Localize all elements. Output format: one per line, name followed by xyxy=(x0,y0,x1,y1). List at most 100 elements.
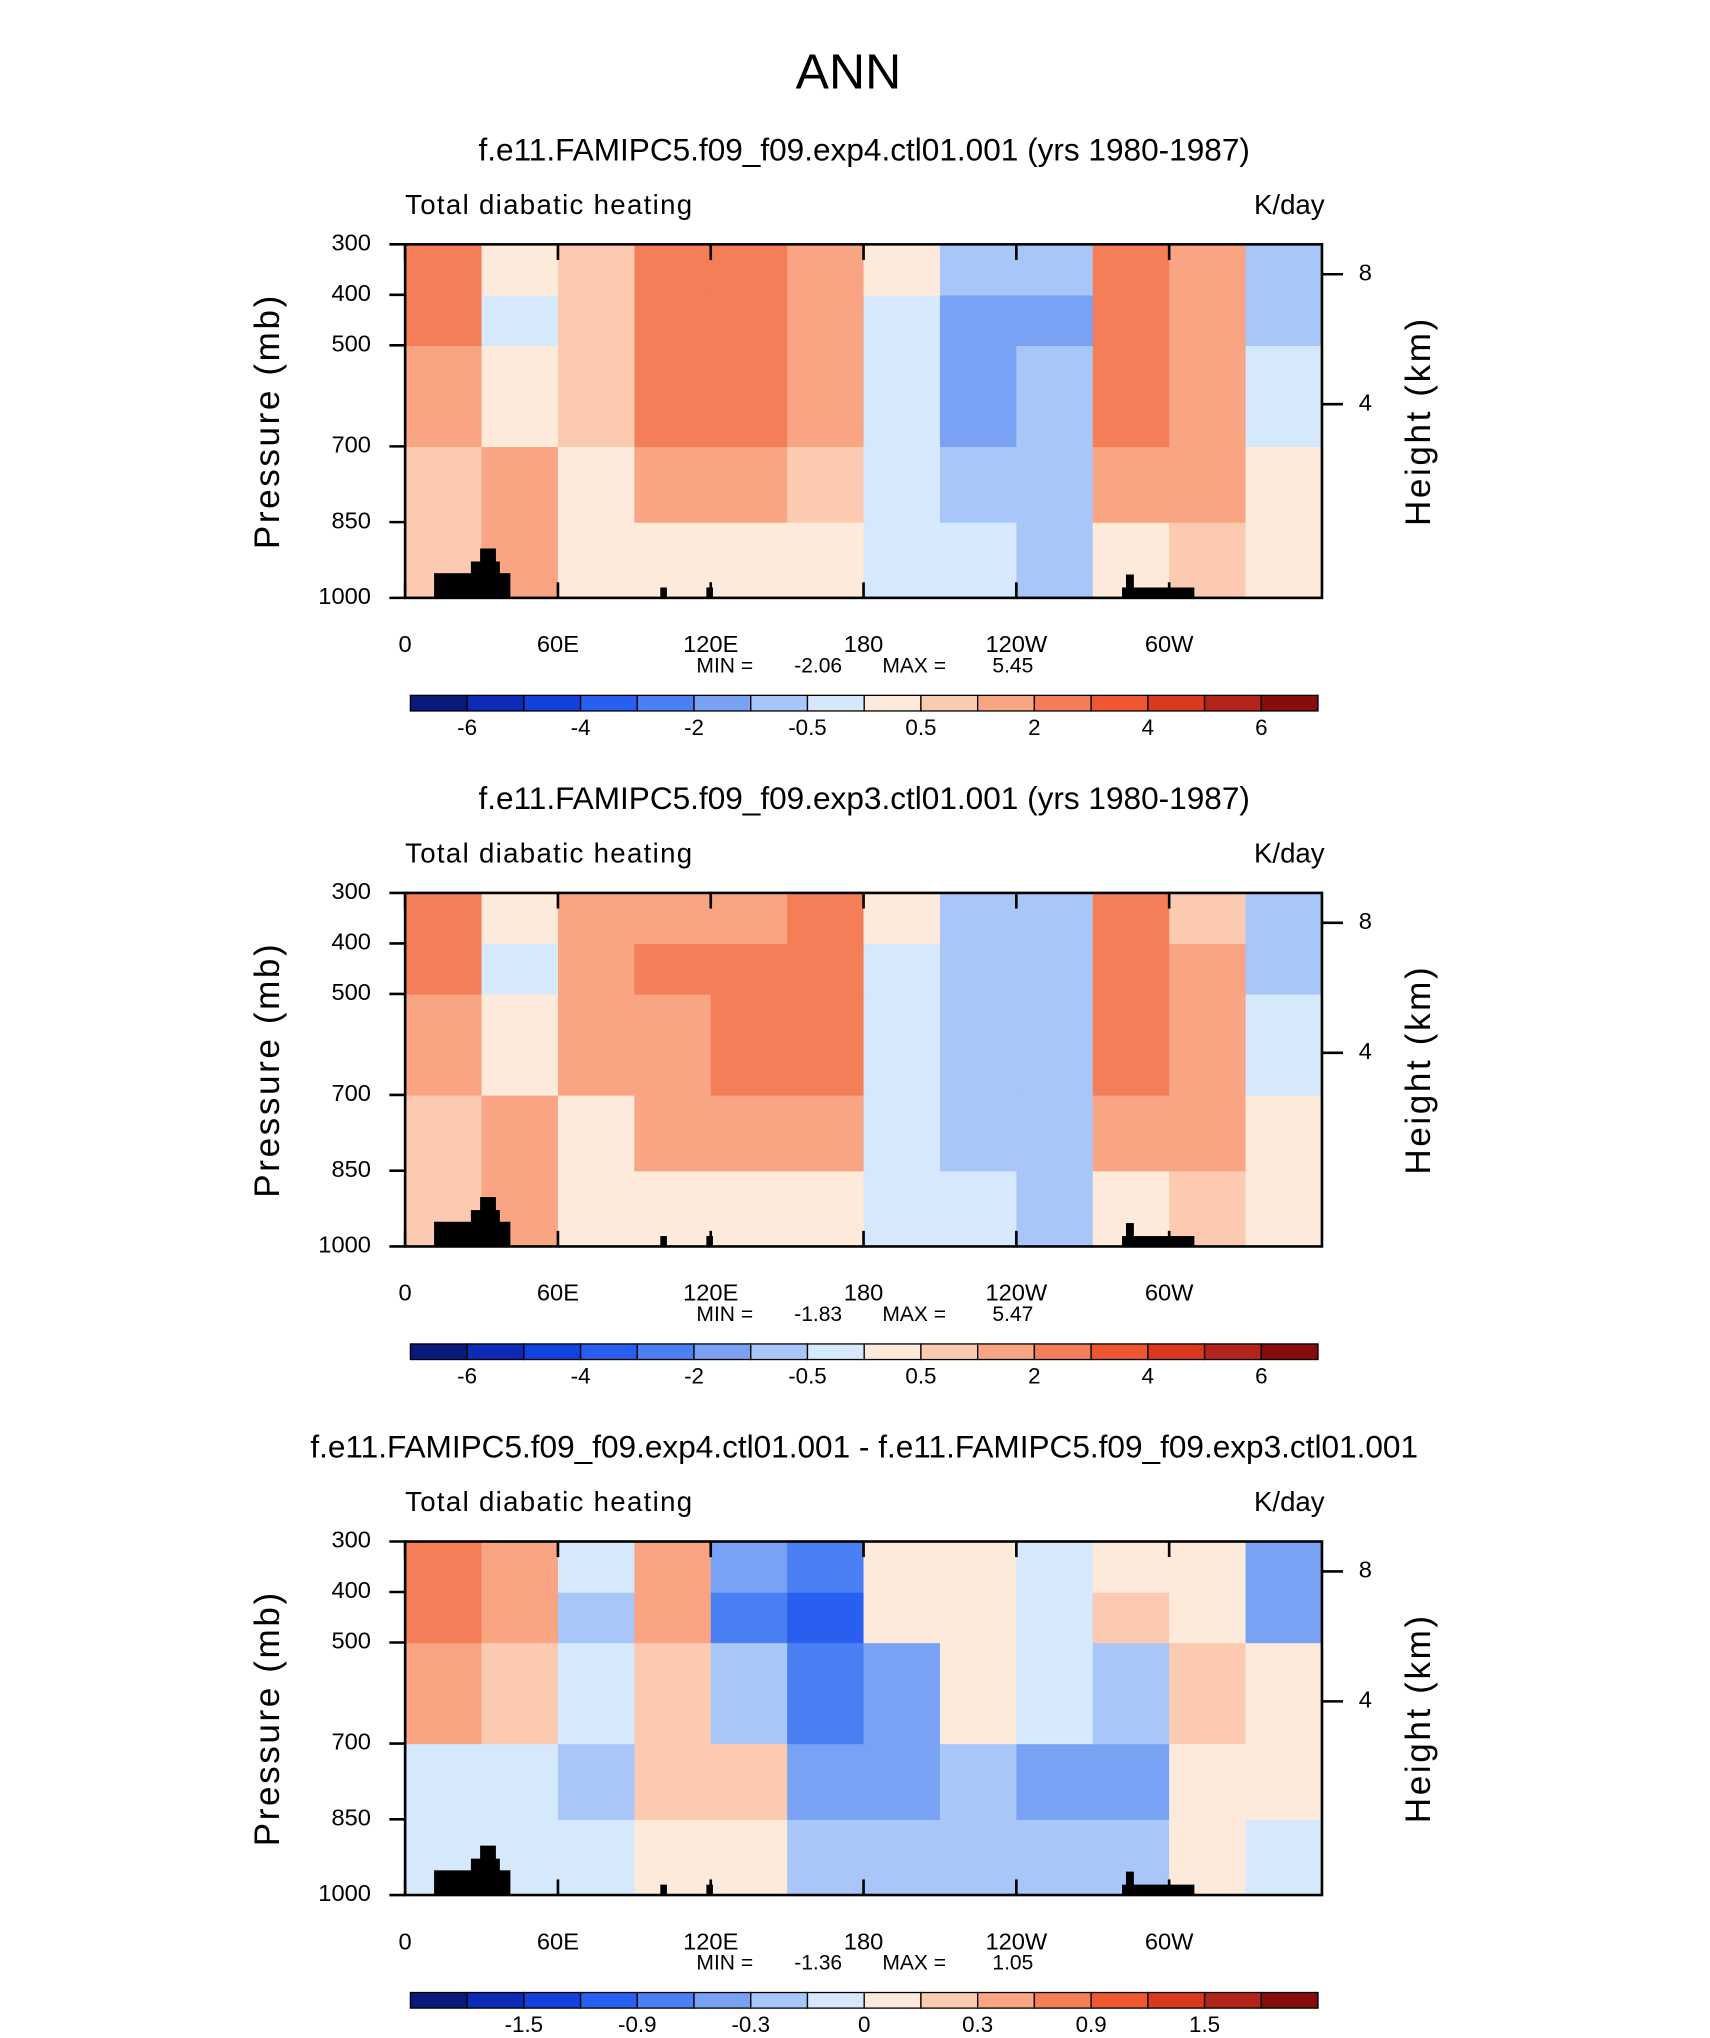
contour-cell xyxy=(1016,345,1094,448)
colorbar-box xyxy=(693,1991,752,2009)
contour-cell xyxy=(1016,993,1094,1096)
colorbar-label: 4 xyxy=(1142,1364,1154,1389)
y2-tick-label: 8 xyxy=(1359,908,1372,934)
contour-cell xyxy=(481,1642,559,1745)
contour-cell xyxy=(787,244,865,296)
colorbar-label: -1.5 xyxy=(505,2012,544,2037)
contour-cell xyxy=(710,1592,788,1644)
colorbar-box xyxy=(1033,694,1092,712)
colorbar-box xyxy=(466,1991,525,2009)
contour-cell xyxy=(863,1541,941,1593)
contour-cell xyxy=(634,345,712,448)
colorbar-box xyxy=(693,1343,752,1361)
y-tick-label: 1000 xyxy=(318,1880,371,1906)
y-axis-label: Pressure (mb) xyxy=(248,942,287,1198)
contour-cell xyxy=(939,993,1018,1096)
contour-cell xyxy=(710,244,788,296)
x-tick-label: 60W xyxy=(1145,631,1194,657)
contour-cell xyxy=(557,1743,636,1820)
contour-cell xyxy=(787,446,865,523)
y-axis-label: Pressure (mb) xyxy=(248,1590,287,1846)
contour-cell xyxy=(557,1170,636,1248)
contour-cell xyxy=(634,1819,712,1896)
colorbar-label: 6 xyxy=(1255,1364,1267,1389)
x-tick-label: 0 xyxy=(399,1928,412,1954)
y-tick-label: 850 xyxy=(331,507,370,533)
y-tick-label: 850 xyxy=(331,1805,370,1831)
colorbar-box xyxy=(977,1343,1036,1361)
y-tick-label: 850 xyxy=(331,1156,370,1182)
y-axis-label: Pressure (mb) xyxy=(248,293,287,549)
contour-cell xyxy=(863,1642,941,1745)
contour-cell xyxy=(1016,244,1094,296)
contour-cell xyxy=(1016,446,1094,523)
contour-cell xyxy=(863,1592,941,1644)
x-tick-label: 120W xyxy=(985,1928,1048,1954)
contour-cell xyxy=(634,522,712,599)
contour-cell xyxy=(1245,345,1323,448)
y2-tick-label: 4 xyxy=(1359,1038,1372,1064)
colorbar-box xyxy=(636,694,695,712)
contour-cell xyxy=(1245,1819,1323,1896)
max-label: MAX = xyxy=(882,1303,946,1326)
x-tick-label: 120E xyxy=(683,631,738,657)
colorbar-label: -0.9 xyxy=(618,2012,657,2037)
min-label: MIN = xyxy=(696,654,753,677)
figure-title: ANN xyxy=(796,44,902,100)
colorbar-box xyxy=(1090,1991,1149,2009)
contour-cell xyxy=(939,1541,1018,1593)
colorbar-label: 1.5 xyxy=(1189,2012,1220,2037)
colorbar-label: 2 xyxy=(1028,1364,1040,1389)
right-label: K/day xyxy=(1254,189,1325,220)
contour-cell xyxy=(481,446,559,523)
colorbar-label: -6 xyxy=(457,1364,477,1389)
contour-cell xyxy=(481,943,559,995)
x-tick-label: 0 xyxy=(399,631,412,657)
subtitle: f.e11.FAMIPC5.f09_f09.exp4.ctl01.001 - f… xyxy=(310,1430,1418,1465)
colorbar-box xyxy=(636,1343,695,1361)
contour-cell xyxy=(481,1094,559,1172)
contour-cell xyxy=(557,294,636,347)
contour-cell xyxy=(557,1642,636,1745)
y-tick-label: 300 xyxy=(331,1527,370,1553)
contour-cell xyxy=(710,1541,788,1593)
y-tick-label: 1000 xyxy=(318,583,371,609)
contour-cell xyxy=(863,522,941,599)
contour-cell xyxy=(863,1170,941,1248)
contour-cell xyxy=(1169,1819,1247,1896)
colorbar-label: 2 xyxy=(1028,715,1040,740)
left-label: Total diabatic heating xyxy=(405,1486,693,1517)
colorbar-label: -0.5 xyxy=(788,1364,827,1389)
contour-cell xyxy=(405,1642,483,1745)
colorbar-box xyxy=(1260,1343,1319,1361)
colorbar-box xyxy=(806,694,865,712)
colorbar-box xyxy=(863,1343,922,1361)
y-tick-label: 400 xyxy=(331,929,370,955)
contour-cell xyxy=(557,244,636,296)
x-tick-label: 0 xyxy=(399,1280,412,1306)
colorbar-box xyxy=(1147,694,1206,712)
contour-cell xyxy=(1092,244,1170,296)
colorbar-label: -0.5 xyxy=(788,715,827,740)
contour-cell xyxy=(710,294,788,347)
contour-cell xyxy=(1092,1592,1170,1644)
contour-cell xyxy=(1092,1743,1170,1820)
contour-cell xyxy=(1016,1743,1094,1820)
contour-cell xyxy=(1092,446,1170,523)
contour-cell xyxy=(634,1170,712,1248)
contour-cell xyxy=(710,1642,788,1745)
contour-cell xyxy=(634,446,712,523)
y-tick-label: 500 xyxy=(331,979,370,1005)
x-tick-label: 120E xyxy=(683,1280,738,1306)
contour-cell xyxy=(1245,892,1323,945)
x-tick-label: 180 xyxy=(844,1280,883,1306)
contour-cell xyxy=(939,1170,1018,1248)
contour-cell xyxy=(557,943,636,995)
left-label: Total diabatic heating xyxy=(405,838,693,869)
colorbar-box xyxy=(1147,1991,1206,2009)
x-tick-label: 60E xyxy=(537,1280,579,1306)
colorbar-box xyxy=(636,1991,695,2009)
colorbar-box xyxy=(920,1991,979,2009)
contour-cell xyxy=(1169,522,1247,599)
